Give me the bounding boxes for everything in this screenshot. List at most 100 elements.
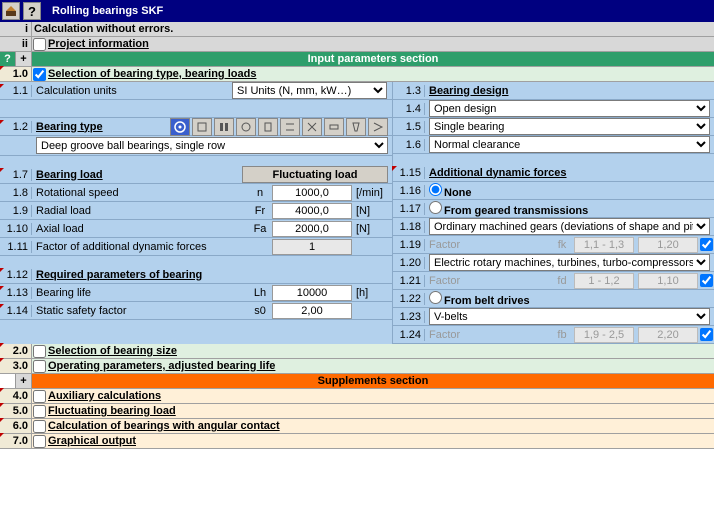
s3-0-checkbox[interactable] bbox=[33, 360, 46, 373]
project-info-checkbox[interactable] bbox=[33, 38, 46, 51]
help-icon[interactable]: ? bbox=[23, 2, 41, 20]
app-icon[interactable] bbox=[2, 2, 20, 20]
supplements-expand-button[interactable]: + bbox=[16, 374, 32, 388]
bearing-type-icon-6[interactable] bbox=[280, 118, 300, 136]
n-7-0: 7.0 bbox=[0, 434, 32, 448]
fd-range: 1 - 1,2 bbox=[574, 273, 634, 289]
geared-select[interactable]: Ordinary machined gears (deviations of s… bbox=[429, 218, 710, 235]
n-1-9: 1.9 bbox=[0, 205, 32, 217]
bearing-type-label: Bearing type bbox=[36, 121, 103, 133]
adf-none-radio[interactable] bbox=[429, 183, 442, 196]
adf-belt-radio[interactable] bbox=[429, 291, 442, 304]
n-1-11: 1.11 bbox=[0, 241, 32, 253]
design-open-select[interactable]: Open design bbox=[429, 100, 710, 117]
n-1-6: 1.6 bbox=[393, 139, 425, 151]
adf-belt-label: From belt drives bbox=[444, 295, 530, 307]
radial-load-unit: [N] bbox=[352, 205, 392, 217]
bearing-type-icon-2[interactable] bbox=[192, 118, 212, 136]
fk-sym: fk bbox=[550, 239, 574, 251]
fb-sym: fb bbox=[550, 329, 574, 341]
fd-sym: fd bbox=[550, 275, 574, 287]
s4-0-checkbox[interactable] bbox=[33, 390, 46, 403]
ssf-input[interactable] bbox=[272, 303, 352, 319]
row-id-ii: ii bbox=[0, 37, 32, 51]
bearing-load-label: Bearing load bbox=[36, 169, 103, 181]
fk-val: 1,20 bbox=[638, 237, 698, 253]
s1-0-checkbox[interactable] bbox=[33, 68, 46, 81]
factor-adf-value bbox=[272, 239, 352, 255]
n-1-7: 1.7 bbox=[0, 169, 32, 181]
section-supplements-header: Supplements section bbox=[32, 374, 714, 388]
fd-label: Factor bbox=[425, 275, 550, 287]
adf-geared-label: From geared transmissions bbox=[444, 205, 588, 217]
radial-load-input[interactable] bbox=[272, 203, 352, 219]
bearing-type-icon-10[interactable] bbox=[368, 118, 388, 136]
bearing-type-icon-1[interactable] bbox=[170, 118, 190, 136]
design-clearance-select[interactable]: Normal clearance bbox=[429, 136, 710, 153]
s6-0-checkbox[interactable] bbox=[33, 420, 46, 433]
axial-load-unit: [N] bbox=[352, 223, 392, 235]
rot-speed-input[interactable] bbox=[272, 185, 352, 201]
bearing-type-select[interactable]: Deep groove ball bearings, single row bbox=[36, 137, 388, 154]
fluctuating-load-button[interactable]: Fluctuating load bbox=[242, 166, 388, 183]
n-1-18: 1.18 bbox=[393, 221, 425, 233]
s2-0-checkbox[interactable] bbox=[33, 345, 46, 358]
adf-geared-radio[interactable] bbox=[429, 201, 442, 214]
axial-load-label: Axial load bbox=[32, 223, 248, 235]
s5-0-label: Fluctuating bearing load bbox=[48, 405, 176, 417]
n-1-22: 1.22 bbox=[393, 293, 425, 305]
bearing-type-icon-9[interactable] bbox=[346, 118, 366, 136]
s7-0-checkbox[interactable] bbox=[33, 435, 46, 448]
fd-checkbox[interactable] bbox=[700, 274, 713, 287]
s5-0-checkbox[interactable] bbox=[33, 405, 46, 418]
n-1-12: 1.12 bbox=[0, 269, 32, 281]
n-4-0: 4.0 bbox=[0, 389, 32, 403]
adf-label: Additional dynamic forces bbox=[429, 167, 567, 179]
n-1-23: 1.23 bbox=[393, 311, 425, 323]
n-1-4: 1.4 bbox=[393, 103, 425, 115]
axial-load-input[interactable] bbox=[272, 221, 352, 237]
calc-units-select[interactable]: SI Units (N, mm, kW…) bbox=[232, 82, 387, 99]
bearing-type-icon-3[interactable] bbox=[214, 118, 234, 136]
belt-select[interactable]: V-belts bbox=[429, 308, 710, 325]
n-3-0: 3.0 bbox=[0, 359, 32, 373]
bearing-type-icon-5[interactable] bbox=[258, 118, 278, 136]
section-help-button[interactable]: ? bbox=[0, 52, 16, 66]
machines-select[interactable]: Electric rotary machines, turbines, turb… bbox=[429, 254, 710, 271]
ssf-sym: s0 bbox=[248, 305, 272, 317]
n-1-2: 1.2 bbox=[0, 121, 32, 133]
title-bar: ? Rolling bearings SKF bbox=[0, 0, 714, 22]
bearing-life-label: Bearing life bbox=[32, 287, 248, 299]
fb-val: 2,20 bbox=[638, 327, 698, 343]
bearing-life-input[interactable] bbox=[272, 285, 352, 301]
n-1-3: 1.3 bbox=[393, 85, 425, 97]
bearing-type-icon-7[interactable] bbox=[302, 118, 322, 136]
fb-checkbox[interactable] bbox=[700, 328, 713, 341]
bearing-type-icon-4[interactable] bbox=[236, 118, 256, 136]
rot-speed-sym: n bbox=[248, 187, 272, 199]
s3-0-label: Operating parameters, adjusted bearing l… bbox=[48, 360, 275, 372]
fd-val: 1,10 bbox=[638, 273, 698, 289]
app-title: Rolling bearings SKF bbox=[52, 5, 163, 17]
n-1-17: 1.17 bbox=[393, 203, 425, 215]
s7-0-label: Graphical output bbox=[48, 435, 136, 447]
factor-adf-label: Factor of additional dynamic forces bbox=[32, 241, 248, 253]
calc-units-label: Calculation units bbox=[32, 85, 232, 97]
n-1-24: 1.24 bbox=[393, 329, 425, 341]
n-1-15: 1.15 bbox=[393, 167, 425, 179]
bearing-design-label: Bearing design bbox=[429, 85, 508, 97]
bearing-life-sym: Lh bbox=[248, 287, 272, 299]
fb-label: Factor bbox=[425, 329, 550, 341]
section-expand-button[interactable]: + bbox=[16, 52, 32, 66]
project-info-label: Project information bbox=[46, 37, 714, 51]
bearing-type-icon-8[interactable] bbox=[324, 118, 344, 136]
n-2-0: 2.0 bbox=[0, 344, 32, 358]
fk-checkbox[interactable] bbox=[700, 238, 713, 251]
radial-load-label: Radial load bbox=[32, 205, 248, 217]
n-5-0: 5.0 bbox=[0, 404, 32, 418]
fb-range: 1,9 - 2,5 bbox=[574, 327, 634, 343]
design-single-select[interactable]: Single bearing bbox=[429, 118, 710, 135]
section-input-header: Input parameters section bbox=[32, 52, 714, 66]
n-1-14: 1.14 bbox=[0, 305, 32, 317]
req-params-label: Required parameters of bearing bbox=[36, 269, 202, 281]
